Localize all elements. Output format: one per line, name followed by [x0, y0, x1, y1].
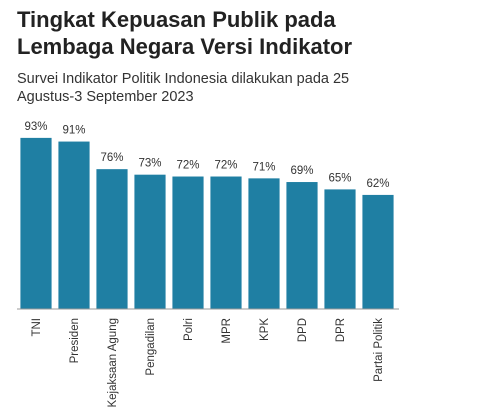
bar [172, 176, 204, 309]
value-label: 93% [24, 121, 47, 133]
value-label: 91% [62, 125, 85, 137]
value-label: 65% [328, 172, 351, 184]
chart-subtitle: Survei Indikator Politik Indonesia dilak… [17, 71, 350, 105]
x-tick-label: TNI [31, 318, 43, 337]
x-tick-label: Kejaksaan Agung [107, 318, 119, 408]
value-label: 69% [290, 165, 313, 177]
x-tick-label: Pengadilan [145, 318, 157, 376]
bar [286, 182, 318, 309]
x-tick-label: KPK [259, 318, 271, 341]
bar [20, 137, 52, 309]
value-label: 76% [100, 152, 123, 164]
value-label: 72% [214, 160, 237, 172]
bar [362, 194, 394, 309]
bar [324, 189, 356, 309]
bar [58, 141, 90, 309]
value-label: 62% [366, 178, 389, 190]
value-label: 72% [176, 160, 199, 172]
x-tick-label: Partai Politik [373, 318, 385, 382]
bar [210, 176, 242, 309]
bar [248, 178, 280, 309]
x-tick-label: Presiden [69, 318, 81, 363]
x-tick-label: MPR [221, 318, 233, 344]
value-label: 73% [138, 158, 161, 170]
x-tick-label: DPD [297, 318, 309, 342]
chart-title: Tingkat Kepuasan Publik pada Lembaga Neg… [17, 7, 353, 59]
bar [96, 169, 128, 309]
bar [134, 174, 166, 309]
value-label: 71% [252, 161, 275, 173]
x-tick-label: DPR [335, 318, 347, 342]
x-tick-label: Polri [183, 318, 195, 341]
